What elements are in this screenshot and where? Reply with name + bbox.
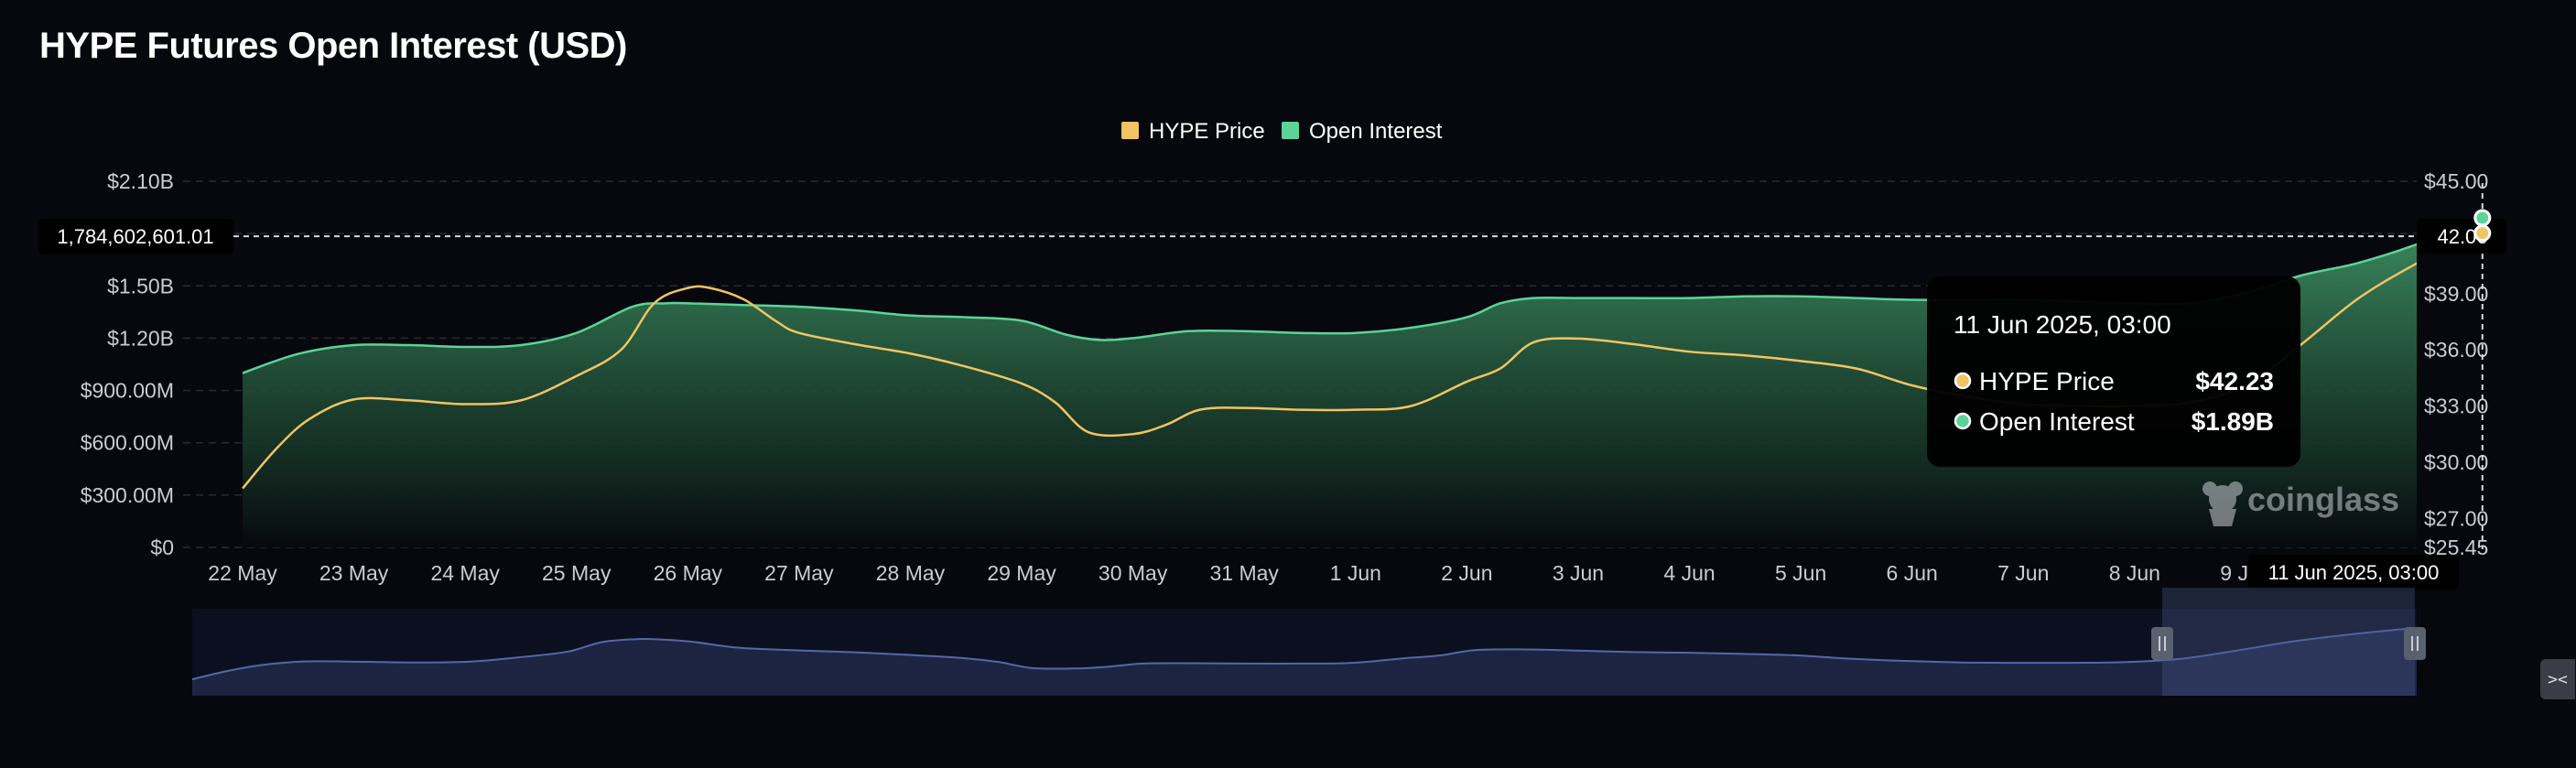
- tooltip-price-dot: [1954, 372, 1972, 390]
- panel-toggle-icon[interactable]: ><: [2540, 659, 2575, 699]
- crosshair: 1,784,602,601.01 42.06 11 Jun 2025, 03:0…: [38, 183, 2506, 590]
- right-axis-tick-label: $39.00: [2424, 282, 2488, 306]
- x-axis-tick-label: 4 Jun: [1663, 561, 1715, 585]
- open-interest-area: [243, 243, 2417, 547]
- left-axis-tick-label: $0: [150, 535, 174, 559]
- svg-text:11 Jun 2025, 03:00: 11 Jun 2025, 03:00: [2268, 561, 2440, 584]
- legend-item-open-interest[interactable]: Open Interest: [1282, 119, 1443, 144]
- crosshair-left-readout: 1,784,602,601.01: [38, 219, 233, 254]
- legend-label-price: HYPE Price: [1149, 119, 1265, 144]
- crosshair-right-readout: 42.06: [2417, 219, 2506, 254]
- x-axis-tick-label: 7 Jun: [1997, 561, 2049, 585]
- x-axis-tick-label: 6 Jun: [1887, 561, 1938, 585]
- legend-swatch-open-interest: [1282, 122, 1299, 139]
- svg-text:1,784,602,601.01: 1,784,602,601.01: [57, 225, 213, 248]
- x-axis-tick-label: 2 Jun: [1441, 561, 1492, 585]
- x-axis-tick-label: 24 May: [430, 561, 500, 585]
- legend-item-price[interactable]: HYPE Price: [1121, 119, 1265, 144]
- coinglass-watermark: coinglass: [2203, 481, 2399, 526]
- tooltip-price-label: HYPE Price: [1979, 367, 2115, 395]
- right-axis-tick-label: $27.00: [2424, 506, 2488, 530]
- navigator-left-handle[interactable]: [2151, 627, 2173, 660]
- navigator-right-handle[interactable]: [2404, 627, 2426, 660]
- coinglass-wordmark: coinglass: [2247, 481, 2399, 518]
- tooltip: 11 Jun 2025, 03:00 HYPE Price $42.23 Ope…: [1927, 276, 2300, 467]
- x-axis-tick-label: 26 May: [654, 561, 723, 585]
- x-axis-tick-label: 29 May: [987, 561, 1056, 585]
- right-axis-tick-label: $33.00: [2424, 395, 2488, 418]
- tooltip-price-value: $42.23: [2195, 367, 2274, 395]
- x-axis-tick-label: 8 Jun: [2109, 561, 2160, 585]
- x-axis-tick-label: 25 May: [542, 561, 612, 585]
- right-axis-tick-label: $36.00: [2424, 338, 2488, 362]
- x-axis-tick-label: 3 Jun: [1553, 561, 1604, 585]
- hype-price-point-marker: [2473, 224, 2492, 243]
- left-axis-tick-label: $2.10B: [107, 169, 174, 193]
- x-axis: 22 May 23 May 24 May 25 May 26 May 27 May 28 M…: [208, 561, 2388, 585]
- legend: HYPE Price Open Interest: [1121, 119, 1443, 144]
- navigator-selection[interactable]: [2162, 588, 2415, 696]
- left-axis-tick-label: $1.20B: [107, 326, 174, 350]
- x-axis-tick-label: 1 Jun: [1330, 561, 1381, 585]
- x-axis-tick-label: 30 May: [1099, 561, 1168, 585]
- navigator-area: [192, 628, 2417, 696]
- x-axis-tick-label: 23 May: [319, 561, 389, 585]
- page-title: HYPE Futures Open Interest (USD): [39, 26, 627, 66]
- x-axis-tick-label: 28 May: [876, 561, 946, 585]
- left-axis-tick-label: $300.00M: [81, 483, 174, 507]
- x-axis-tick-label: 22 May: [208, 561, 277, 585]
- open-interest-point-marker: [2473, 209, 2492, 227]
- tooltip-oi-value: $1.89B: [2192, 407, 2274, 436]
- legend-label-open-interest: Open Interest: [1309, 119, 1443, 144]
- tooltip-oi-label: Open Interest: [1979, 407, 2135, 436]
- right-axis-tick-label: $45.00: [2424, 169, 2488, 193]
- tooltip-oi-dot: [1954, 412, 1972, 430]
- tooltip-title: 11 Jun 2025, 03:00: [1954, 310, 2171, 339]
- coinglass-logo-icon: [2203, 481, 2243, 526]
- navigator-line: [191, 627, 2418, 681]
- right-axis: $25.45$27.00$30.00$33.00$36.00$39.00$42.…: [2424, 169, 2488, 559]
- range-navigator[interactable]: [191, 588, 2426, 696]
- legend-swatch-price: [1121, 122, 1139, 139]
- crosshair-x-readout: 11 Jun 2025, 03:00: [2248, 555, 2459, 590]
- left-axis-tick-label: $900.00M: [81, 379, 174, 403]
- right-axis-tick-label: $30.00: [2424, 450, 2488, 474]
- x-axis-tick-label: 5 Jun: [1775, 561, 1826, 585]
- left-axis-tick-label: $600.00M: [81, 431, 174, 455]
- x-axis-tick-label: 27 May: [764, 561, 834, 585]
- left-axis-tick-label: $1.50B: [107, 274, 174, 297]
- x-axis-tick-label: 31 May: [1209, 561, 1279, 585]
